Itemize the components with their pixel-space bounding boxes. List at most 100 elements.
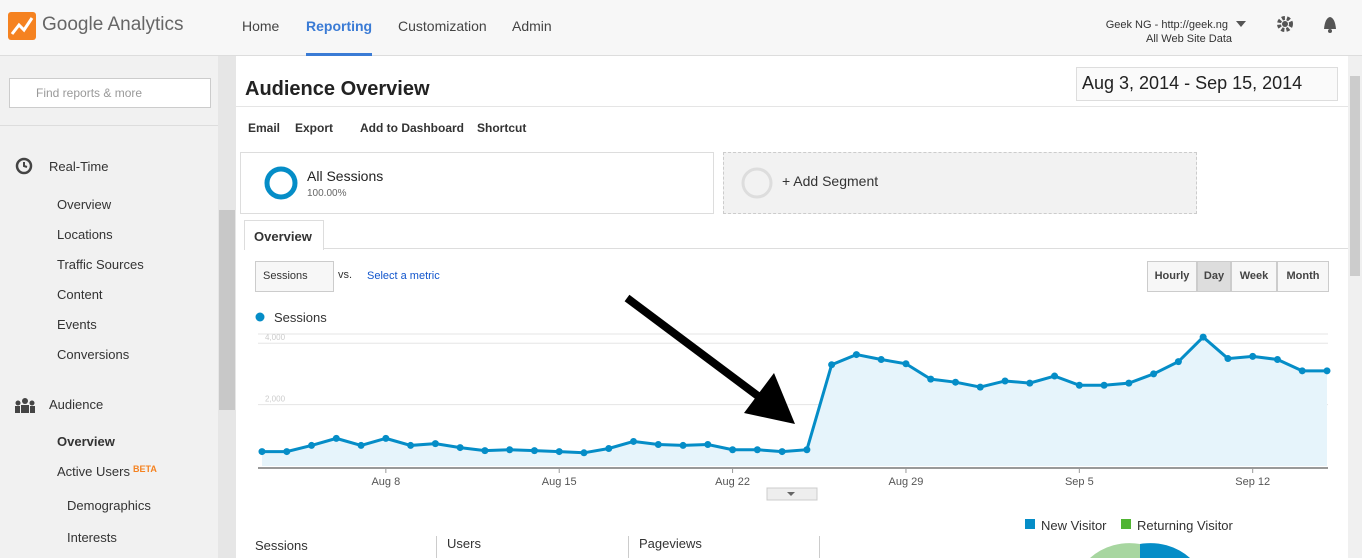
- legend-swatch: [1121, 519, 1131, 529]
- annotation-arrow: [624, 294, 773, 409]
- pie-slice: [1090, 543, 1140, 558]
- data-point: [976, 383, 984, 391]
- data-point: [927, 375, 935, 383]
- y-tick-label: 2,000: [265, 395, 286, 404]
- area-fill: [262, 337, 1327, 466]
- data-point: [431, 440, 439, 448]
- toolbar-export[interactable]: Export: [295, 121, 334, 135]
- notifications-icon[interactable]: [1321, 14, 1339, 34]
- logo-icon: [8, 12, 36, 40]
- nav-admin[interactable]: Admin: [512, 18, 552, 34]
- search-box[interactable]: Find reports & more: [9, 78, 211, 108]
- x-tick-label: Aug 8: [371, 476, 400, 488]
- toolbar-email[interactable]: Email: [248, 121, 281, 135]
- sidebar-scrollbar[interactable]: [218, 56, 236, 558]
- x-tick-label: Aug 29: [889, 476, 924, 488]
- nav-item[interactable]: Traffic Sources: [57, 257, 144, 272]
- x-tick-label: Aug 15: [542, 476, 577, 488]
- segment-ring: [264, 166, 298, 200]
- data-point: [1174, 358, 1182, 366]
- data-point: [753, 446, 761, 454]
- data-point: [1051, 372, 1059, 380]
- btn-week[interactable]: Week: [1231, 261, 1277, 292]
- data-point: [481, 447, 489, 455]
- data-point: [1026, 379, 1034, 387]
- search-placeholder: Find reports & more: [36, 86, 143, 100]
- page-scrollbar[interactable]: [1348, 56, 1362, 558]
- pie-legend-label[interactable]: Returning Visitor: [1137, 518, 1233, 533]
- data-point: [580, 449, 588, 457]
- realtime-icon: [15, 157, 33, 175]
- nav-item[interactable]: Locations: [57, 227, 113, 242]
- data-point: [852, 351, 860, 359]
- add-segment-ring: [741, 167, 773, 199]
- btn-day[interactable]: Day: [1197, 261, 1231, 292]
- nav-customization[interactable]: Customization: [398, 18, 487, 34]
- report-title: Audience Overview: [245, 78, 430, 100]
- segment-card[interactable]: All Sessions 100.00%: [240, 152, 714, 214]
- data-point: [605, 445, 613, 453]
- nav-item[interactable]: Events: [57, 317, 97, 332]
- pie-partial: [1090, 543, 1190, 558]
- data-point: [1199, 333, 1207, 341]
- data-point: [729, 446, 737, 454]
- data-point: [1273, 355, 1281, 363]
- data-point: [630, 437, 638, 445]
- y-tick-label: 4,000: [265, 333, 286, 342]
- nav-item-active[interactable]: Overview: [57, 434, 115, 449]
- data-point: [803, 446, 811, 454]
- data-point: [1075, 381, 1083, 389]
- scroll-thumb[interactable]: [1350, 76, 1360, 276]
- data-point: [877, 355, 885, 363]
- add-segment[interactable]: + Add Segment: [723, 152, 1197, 214]
- segment-name: All Sessions: [307, 168, 384, 184]
- logo[interactable]: Google Analytics: [42, 14, 184, 35]
- divider: [0, 125, 218, 126]
- annotation-arrowhead: [744, 373, 795, 424]
- tab-label: Overview: [254, 229, 312, 244]
- legend-label: Sessions: [274, 310, 327, 325]
- nav-item[interactable]: Content: [57, 287, 103, 302]
- pie-legend-label[interactable]: New Visitor: [1041, 518, 1107, 533]
- data-point: [1298, 367, 1306, 375]
- summary-metric: Sessions: [255, 538, 308, 553]
- vs-label: vs.: [338, 269, 353, 281]
- account-caret[interactable]: [1236, 21, 1246, 27]
- x-tick-label: Sep 12: [1235, 476, 1270, 488]
- btn-month[interactable]: Month: [1277, 261, 1329, 292]
- nav-item[interactable]: Overview: [57, 197, 112, 212]
- section-audience[interactable]: Audience: [49, 397, 104, 412]
- btn-hourly[interactable]: Hourly: [1147, 261, 1197, 292]
- data-point: [555, 448, 563, 456]
- toolbar-dashboard[interactable]: Add to Dashboard: [360, 121, 464, 135]
- date-picker[interactable]: Aug 3, 2014 - Sep 15, 2014: [1076, 67, 1338, 101]
- summary-divider: [819, 536, 820, 558]
- header: Google Analytics Home Reporting Customiz…: [0, 0, 1362, 56]
- select-metric[interactable]: Select a metric: [367, 270, 440, 282]
- metric-dropdown[interactable]: Sessions: [255, 261, 334, 292]
- nav-item[interactable]: Demographics: [67, 498, 151, 513]
- nav-home[interactable]: Home: [242, 18, 280, 34]
- add-segment-label: + Add Segment: [782, 173, 879, 189]
- nav-item[interactable]: Interests: [67, 530, 117, 545]
- pie-slice: [1140, 543, 1190, 558]
- nav-reporting[interactable]: Reporting: [306, 18, 373, 56]
- data-point: [1100, 381, 1108, 389]
- x-tick-label: Aug 22: [715, 476, 750, 488]
- title-bar: [236, 56, 1348, 107]
- nav-item[interactable]: Conversions: [57, 347, 130, 362]
- scroll-thumb[interactable]: [219, 210, 235, 410]
- data-point: [258, 448, 266, 456]
- account[interactable]: Geek NG - http://geek.ng: [1105, 19, 1228, 31]
- legend-dot: [255, 312, 265, 322]
- section-realtime[interactable]: Real-Time: [49, 159, 109, 174]
- legend-swatch: [1025, 519, 1035, 529]
- data-point: [530, 447, 538, 455]
- settings-icon[interactable]: [1276, 15, 1294, 33]
- data-point: [828, 361, 836, 369]
- toolbar-shortcut[interactable]: Shortcut: [477, 121, 527, 135]
- tab-overview[interactable]: Overview: [244, 220, 324, 250]
- view[interactable]: All Web Site Data: [1146, 33, 1233, 45]
- nav-item[interactable]: Active Users: [57, 464, 130, 479]
